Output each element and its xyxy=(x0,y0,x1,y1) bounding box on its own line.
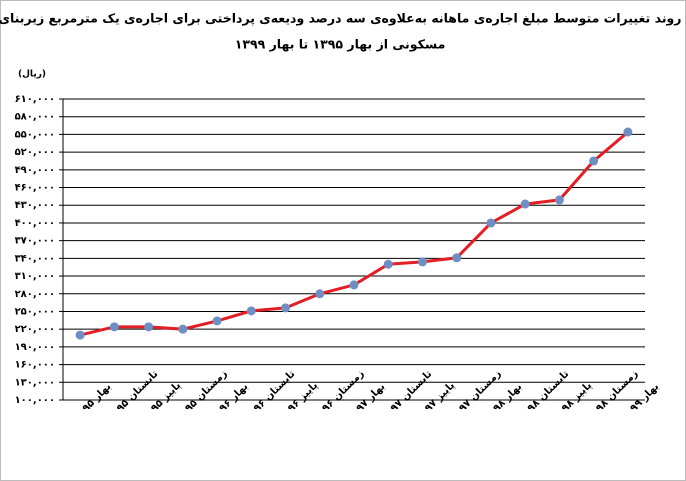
chart-title: روند تغییرات متوسط مبلغ اجاره‌ی ماهانه ب… xyxy=(0,11,681,26)
marker xyxy=(554,195,564,205)
marker xyxy=(178,324,188,334)
marker xyxy=(315,289,325,299)
y-tick-label: ۳۴۰,۰۰۰ xyxy=(15,253,55,264)
y-tick-label: ۳۱۰,۰۰۰ xyxy=(15,271,55,282)
y-axis-label: (ریال) xyxy=(18,70,46,80)
y-tick-label: ۲۵۰,۰۰۰ xyxy=(15,306,55,317)
y-tick-label: ۶۱۰,۰۰۰ xyxy=(15,94,55,105)
marker xyxy=(246,306,256,316)
marker xyxy=(452,253,462,263)
marker xyxy=(75,330,85,340)
marker xyxy=(109,322,119,332)
y-tick-label: ۱۰۰,۰۰۰ xyxy=(15,395,55,406)
y-tick-label: ۵۲۰,۰۰۰ xyxy=(15,147,55,158)
marker xyxy=(417,257,427,267)
marker xyxy=(486,218,496,228)
marker xyxy=(623,127,633,137)
y-tick-label: ۱۹۰,۰۰۰ xyxy=(15,342,55,353)
y-tick-label: ۱۳۰,۰۰۰ xyxy=(15,377,55,388)
marker xyxy=(589,156,599,166)
marker xyxy=(144,322,154,332)
y-tick-label: ۴۳۰,۰۰۰ xyxy=(15,200,55,211)
marker xyxy=(520,199,530,209)
marker xyxy=(281,303,291,313)
y-tick-label: ۳۷۰,۰۰۰ xyxy=(15,236,55,247)
chart-title: مسکونی از بهار ۱۳۹۵ تا بهار ۱۳۹۹ xyxy=(235,37,446,52)
y-tick-label: ۴۹۰,۰۰۰ xyxy=(15,165,55,176)
y-tick-label: ۵۸۰,۰۰۰ xyxy=(15,112,55,123)
marker xyxy=(383,259,393,269)
y-tick-label: ۵۵۰,۰۰۰ xyxy=(15,129,55,140)
y-tick-label: ۱۶۰,۰۰۰ xyxy=(15,360,55,371)
y-tick-label: ۲۲۰,۰۰۰ xyxy=(15,324,55,335)
marker xyxy=(212,316,222,326)
y-tick-label: ۴۰۰,۰۰۰ xyxy=(15,218,55,229)
y-tick-label: ۲۸۰,۰۰۰ xyxy=(15,289,55,300)
marker xyxy=(349,280,359,290)
y-tick-label: ۴۶۰,۰۰۰ xyxy=(15,183,55,194)
